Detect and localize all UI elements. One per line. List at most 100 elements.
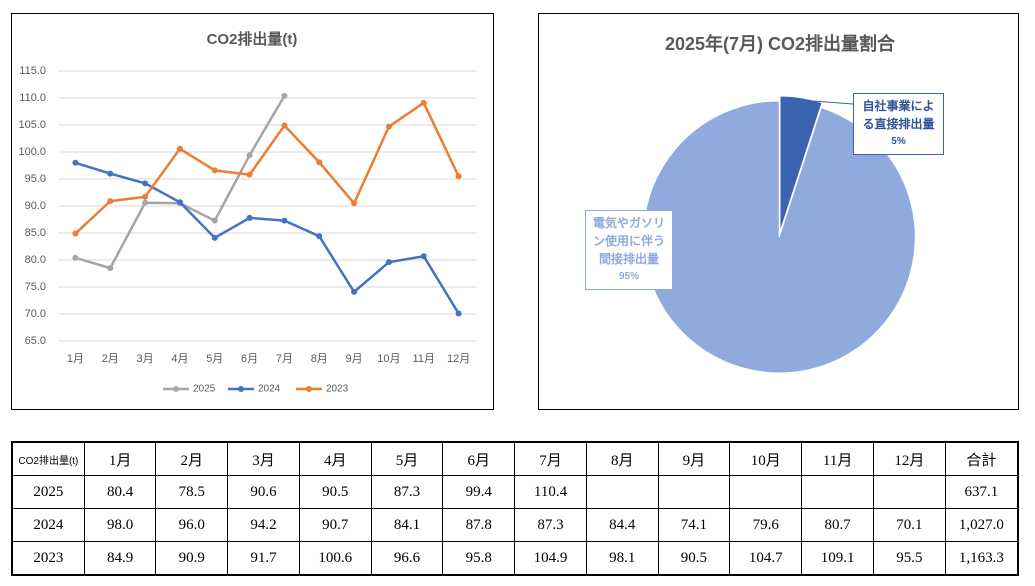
y-tick-label: 70.0 [25, 308, 46, 320]
table-cell: 109.1 [801, 541, 875, 576]
table-cell: CO2排出量(t) [11, 441, 85, 476]
y-tick-label: 100.0 [18, 146, 46, 158]
x-tick-label: 8月 [311, 353, 328, 365]
table-cell: 10月 [729, 441, 803, 476]
table-cell: 87.3 [514, 508, 587, 542]
data-label: 自社事業による直接排出量 5% [853, 93, 944, 155]
table-cell: 1,027.0 [944, 508, 1019, 542]
data-point [281, 92, 288, 99]
data-point [385, 123, 392, 130]
data-point [211, 234, 218, 241]
legend-label: 2023 [326, 384, 349, 395]
y-tick-label: 115.0 [19, 65, 46, 77]
charts: CO2排出量(t) 2025年(7月) CO2排出量割合 65.0 70.0 75.… [11, 13, 1019, 410]
table-cell: 104.9 [514, 541, 587, 576]
data-point [142, 180, 149, 187]
table-cell: 2025 [11, 475, 85, 509]
data-point [72, 230, 79, 237]
table-cell [657, 475, 731, 509]
y-tick-label: 80.0 [25, 254, 46, 266]
data-point [281, 122, 288, 129]
table-cell: 80.4 [83, 475, 157, 509]
table-cell: 95.5 [873, 541, 946, 576]
x-tick-label: 3月 [137, 353, 154, 365]
data-point [72, 159, 79, 166]
table-cell: 1,163.3 [944, 541, 1019, 576]
table-cell: 79.6 [729, 508, 803, 542]
table-cell: 90.5 [298, 475, 372, 509]
table-cell: 78.5 [155, 475, 229, 509]
table-cell: 74.1 [657, 508, 731, 542]
pie-slice [779, 95, 823, 233]
data-point [455, 310, 462, 317]
table-cell: 3月 [227, 441, 300, 476]
data-point [176, 199, 183, 206]
table-cell: 6月 [442, 441, 516, 476]
legend-marker [173, 386, 179, 392]
table-cell [801, 475, 875, 509]
line-chart-frame [11, 13, 494, 410]
data-label: 電気やガソリン使用に伴う間接排出量 95% [585, 210, 673, 290]
table-cell: 84.1 [370, 508, 444, 542]
table-cell: 12月 [873, 441, 946, 476]
slice-value: 5% [891, 136, 906, 147]
table-cell: 98.0 [83, 508, 157, 542]
table-cell: 1月 [83, 441, 157, 476]
table-cell: 90.5 [657, 541, 731, 576]
table-cell: 94.2 [227, 508, 300, 542]
y-tick-label: 75.0 [25, 281, 46, 293]
table-cell: 11月 [801, 441, 875, 476]
table-cell: 90.7 [298, 508, 372, 542]
table-cell: 98.1 [585, 541, 659, 576]
table-cell: 95.8 [442, 541, 516, 576]
data-point [142, 193, 149, 200]
table-cell [729, 475, 803, 509]
data-point [316, 233, 323, 240]
legend-marker [238, 386, 244, 392]
table-cell: 70.1 [873, 508, 946, 542]
table-cell: 合計 [944, 441, 1019, 476]
table-cell: 87.3 [370, 475, 444, 509]
pie-slice [642, 100, 916, 374]
data-point [281, 217, 288, 224]
data-point [107, 198, 114, 205]
data-point [351, 288, 358, 295]
data-table: CO2排出量(t) 1月 2月 3月 4月 5月 6月 7月 8月 9月 10月 11月 12月 合計 20… [11, 441, 1019, 576]
data-point [72, 254, 79, 261]
data-point [246, 171, 253, 178]
y-tick-label: 65.0 [25, 335, 46, 347]
x-tick-label: 9月 [346, 353, 363, 365]
table-row: 2024 98.0 96.0 94.2 90.7 84.1 87.8 87.3 84.4 74.1… [11, 508, 1019, 542]
table-cell [585, 475, 659, 509]
table-cell: 104.7 [729, 541, 803, 576]
table-cell: 2024 [11, 508, 85, 542]
x-tick-label: 7月 [276, 353, 293, 365]
table-cell: 84.4 [585, 508, 659, 542]
table-cell: 99.4 [442, 475, 516, 509]
table-cell: 96.0 [155, 508, 229, 542]
x-tick-label: 4月 [171, 353, 188, 365]
data-point [107, 265, 114, 272]
pie-chart-title: 2025年(7月) CO2排出量割合 [665, 33, 896, 54]
data-point [420, 253, 427, 260]
table-cell: 100.6 [298, 541, 372, 576]
table-cell: 84.9 [83, 541, 157, 576]
legend-marker [306, 386, 312, 392]
series-line [74, 101, 460, 235]
table-cell: 5月 [370, 441, 444, 476]
leader-line [799, 99, 854, 105]
data-point [211, 217, 218, 224]
table-cell: 80.7 [801, 508, 875, 542]
x-tick-label: 10月 [377, 353, 400, 365]
x-tick-label: 11月 [413, 353, 435, 365]
table-cell: 90.9 [155, 541, 229, 576]
x-tick-label: 6月 [241, 353, 258, 365]
data-point [246, 152, 253, 159]
line-chart-title: CO2排出量(t) [207, 30, 298, 48]
table-cell: 637.1 [944, 475, 1019, 509]
table-cell: 2023 [11, 541, 85, 576]
data-point [420, 99, 427, 106]
table-cell: 4月 [298, 441, 372, 476]
table-cell: 110.4 [514, 475, 587, 509]
legend-label: 2024 [258, 384, 281, 395]
